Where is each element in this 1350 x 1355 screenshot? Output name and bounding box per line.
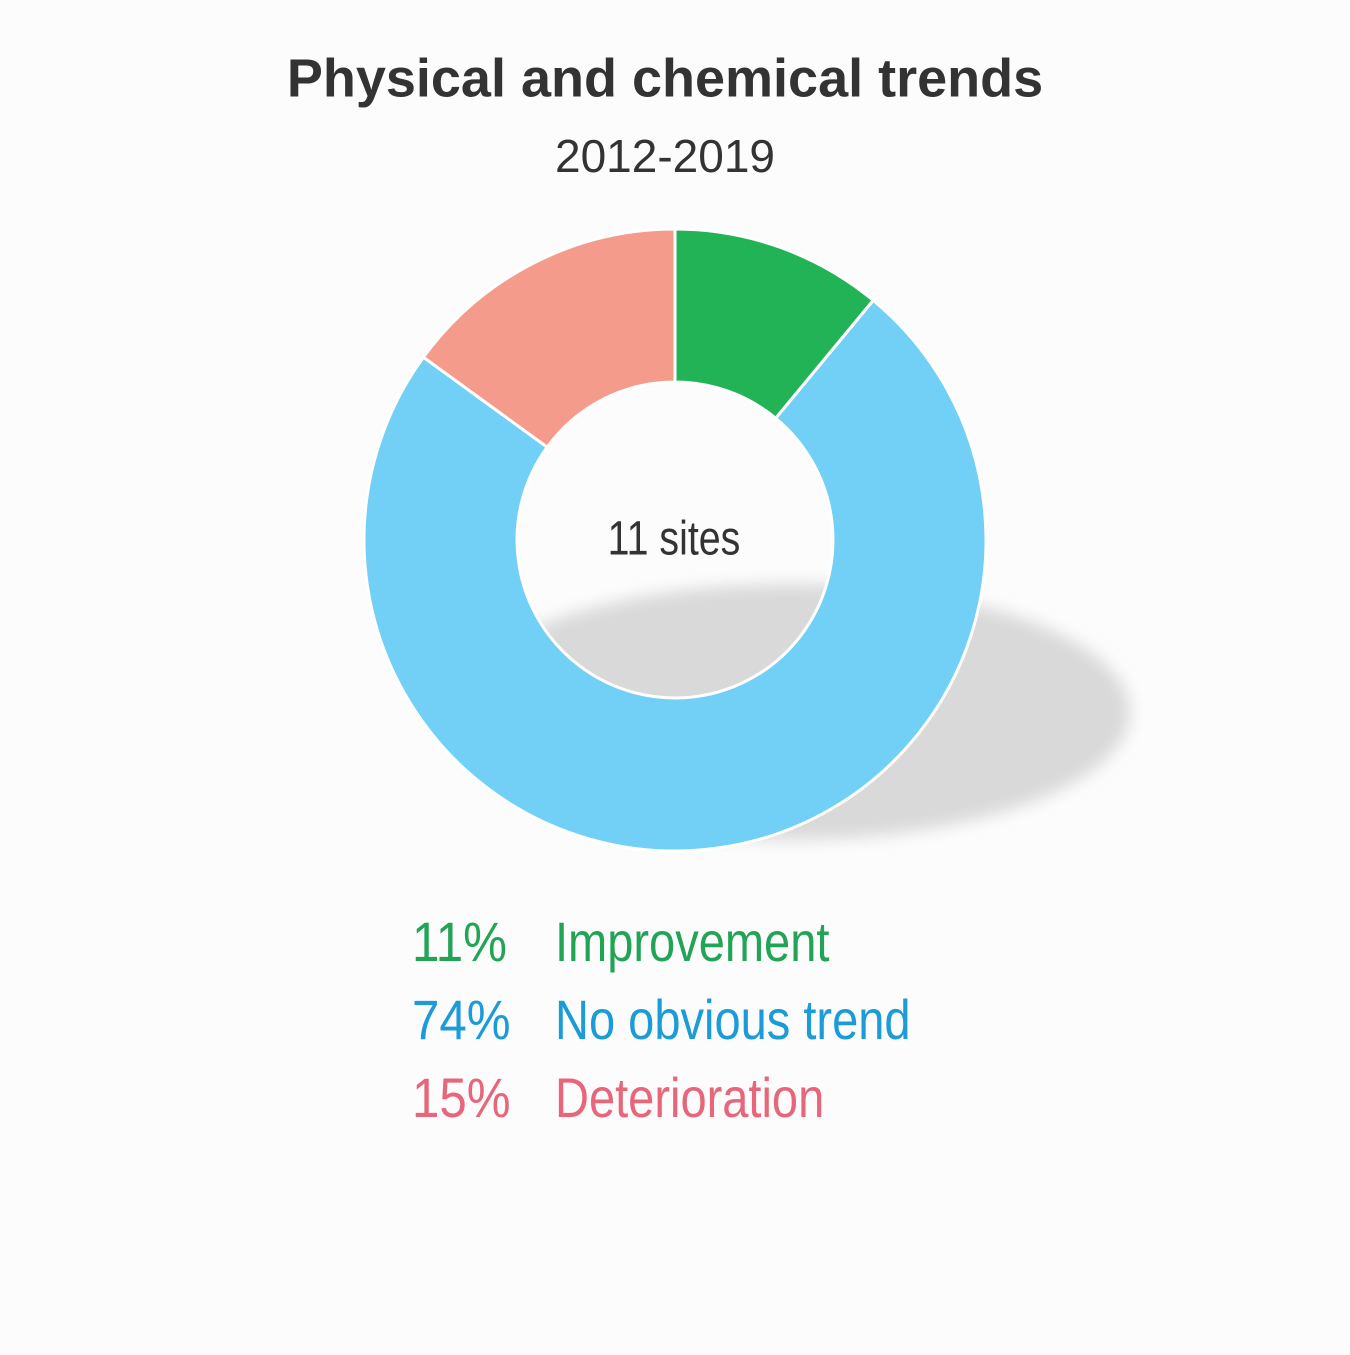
legend-label: Deterioration: [555, 1066, 824, 1129]
legend: 11% Improvement 74% No obvious trend 15% Dete…: [412, 910, 911, 1130]
legend-value: 74%: [412, 989, 511, 1052]
chart-title: Physical and chemical trends: [287, 48, 1043, 108]
legend-label: Improvement: [555, 910, 829, 973]
legend-value: 15%: [412, 1067, 511, 1130]
chart-subtitle: 2012-2019: [555, 130, 775, 182]
center-label: 11 sites: [608, 512, 741, 566]
slice: [362, 298, 988, 853]
donut: [362, 227, 988, 853]
slice: [421, 227, 677, 450]
legend-value: 11%: [412, 911, 507, 974]
legend-label: No obvious trend: [555, 988, 911, 1051]
